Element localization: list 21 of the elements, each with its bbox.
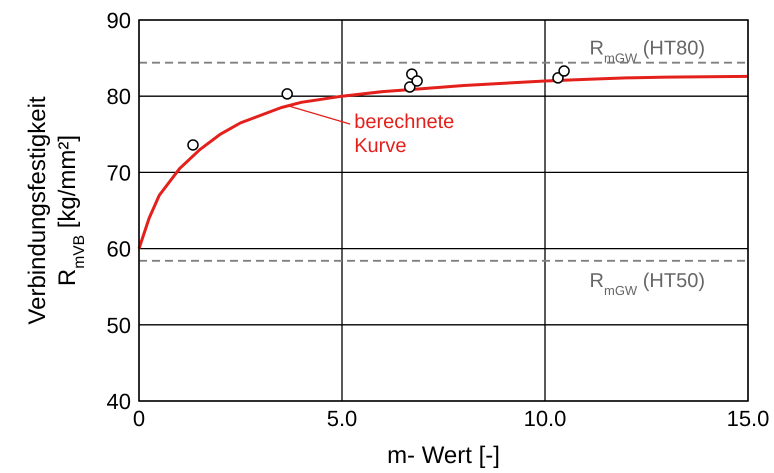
y-tick-label: 70	[106, 160, 131, 186]
point	[281, 88, 293, 100]
point	[558, 65, 570, 77]
y-tick-label: 80	[106, 84, 131, 110]
y-tick-label: 40	[106, 389, 131, 414]
line-series	[138, 74, 750, 250]
point	[187, 139, 199, 151]
x-tick-label: 0	[132, 406, 146, 431]
x-axis-title: m- Wert [-]	[387, 442, 500, 469]
ref-line-label: R$_{mGW}$ (HT80)	[590, 38, 705, 66]
y-tick-label: 50	[106, 312, 131, 338]
annotation: berechnete Kurve	[354, 111, 454, 158]
y-tick-label: 60	[106, 236, 131, 262]
x-tick-label: 5.0	[326, 406, 358, 431]
point	[411, 75, 423, 87]
ref-line-label: R$_{mGW}$ (HT50)	[590, 270, 705, 298]
x-tick-label: 15.0	[726, 406, 770, 431]
point	[552, 72, 564, 84]
point	[404, 81, 416, 93]
y-tick-label: 90	[106, 8, 131, 33]
x-tick-label: 10.0	[524, 406, 566, 431]
